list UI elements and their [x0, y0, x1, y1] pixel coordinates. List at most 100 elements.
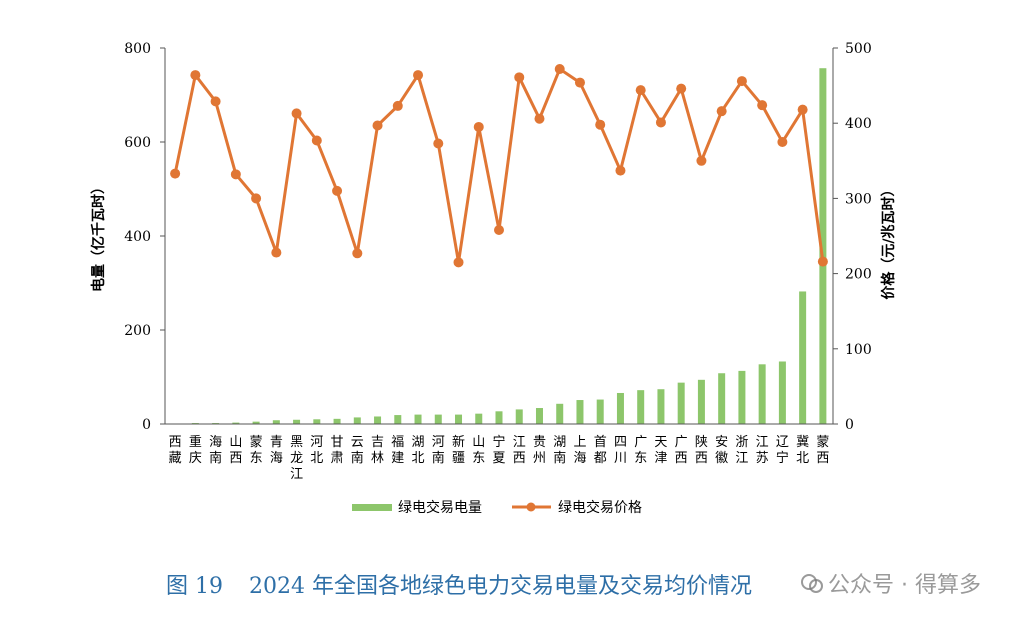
x-tick-label: 江西	[513, 435, 526, 466]
left-axis-label: 电量（亿千瓦时）	[90, 180, 107, 292]
bar	[535, 408, 543, 424]
bar	[394, 415, 402, 424]
left-tick-label: 800	[124, 41, 151, 57]
bar	[333, 418, 341, 424]
bar	[434, 414, 442, 424]
x-tick-label: 辽宁	[776, 435, 789, 466]
x-tick-label: 首都	[594, 435, 607, 466]
bar	[697, 379, 705, 424]
right-tick-label: 300	[845, 191, 872, 207]
price-point	[716, 106, 727, 117]
figure-number: 图 19	[166, 574, 223, 599]
bar	[556, 403, 564, 424]
bar	[718, 373, 726, 424]
x-tick-label: 山西	[229, 435, 242, 466]
price-point	[615, 165, 626, 176]
bar	[374, 416, 382, 424]
x-tick-label: 福建	[391, 435, 404, 466]
price-point	[413, 70, 424, 81]
x-tick-label: 上海	[573, 435, 586, 466]
line-series	[170, 64, 828, 268]
figure-title: 2024 年全国各地绿色电力交易电量及交易均价情况	[249, 574, 752, 599]
x-tick-label: 安徽	[715, 435, 728, 466]
bar	[455, 414, 463, 424]
price-point	[676, 83, 687, 94]
right-tick-label: 500	[845, 41, 872, 57]
right-tick-label: 400	[845, 116, 872, 132]
price-point	[635, 85, 646, 96]
price-point	[797, 104, 808, 115]
x-tick-label: 冀北	[796, 434, 809, 466]
price-point	[777, 137, 788, 147]
bar	[677, 382, 685, 424]
bar	[738, 370, 746, 424]
left-tick-label: 400	[124, 229, 151, 245]
x-tick-label: 河南	[432, 435, 445, 466]
bar	[576, 400, 584, 424]
price-point	[170, 168, 181, 179]
bar	[799, 291, 807, 424]
price-point	[514, 72, 525, 83]
right-tick-label: 0	[845, 417, 854, 433]
watermark-text: 公众号 · 得算多	[828, 573, 981, 598]
x-tick-label: 陕西	[695, 435, 708, 466]
price-point	[332, 185, 343, 196]
x-tick-label: 重庆	[189, 434, 202, 466]
price-point	[817, 256, 828, 267]
left-tick-label: 600	[124, 135, 151, 151]
x-tick-label: 江苏	[756, 435, 769, 466]
legend: 绿电交易电量 绿电交易价格	[352, 499, 642, 516]
bar	[778, 361, 786, 424]
bar	[293, 419, 301, 424]
bar	[616, 392, 624, 424]
bar	[596, 399, 604, 424]
bar	[313, 419, 321, 424]
x-tick-label: 吉林	[371, 435, 384, 466]
axes	[164, 48, 834, 425]
price-point	[473, 121, 484, 132]
price-point	[554, 64, 565, 75]
price-point	[352, 248, 363, 259]
bar	[272, 420, 280, 424]
x-tick-label: 云南	[351, 435, 364, 466]
price-point	[574, 77, 585, 88]
bar	[515, 409, 523, 424]
price-point	[736, 76, 747, 87]
bar-series	[171, 68, 827, 425]
price-point	[251, 193, 262, 204]
right-axis-label: 价格（元/兆瓦时）	[880, 182, 897, 299]
x-tick-label: 海南	[209, 435, 222, 466]
legend-bar-label: 绿电交易电量	[398, 499, 482, 516]
x-tick-label: 蒙东	[250, 435, 263, 466]
right-tick-label: 200	[845, 267, 872, 283]
price-point	[230, 169, 241, 180]
bar	[819, 68, 827, 425]
wechat-icon	[801, 574, 824, 593]
x-tick-label: 宁夏	[492, 434, 505, 466]
price-point	[757, 100, 768, 111]
price-point	[534, 113, 545, 124]
price-point	[453, 257, 464, 268]
price-point	[291, 108, 302, 119]
x-tick-label: 广西	[675, 435, 688, 466]
x-tick-label: 湖南	[553, 435, 566, 466]
x-tick-label: 新疆	[452, 434, 465, 466]
price-point	[372, 120, 383, 131]
price-point	[392, 100, 403, 111]
category-labels: 西藏重庆海南山西蒙东青海黑龙江河北甘肃云南吉林福建湖北河南新疆山东宁夏江西贵州湖…	[169, 434, 830, 482]
x-tick-label: 湖北	[412, 435, 425, 466]
bar	[758, 364, 766, 424]
price-point	[655, 117, 666, 128]
bar	[495, 411, 503, 424]
price-point	[433, 138, 444, 149]
x-tick-label: 黑龙江	[290, 435, 303, 482]
bar	[232, 422, 240, 424]
price-point	[210, 96, 221, 107]
right-axis-ticks: 0 100 200 300 400 500	[833, 41, 872, 433]
watermark: 公众号 · 得算多	[800, 567, 981, 599]
price-point	[696, 155, 707, 166]
left-axis-ticks: 0 200 400 600 800	[124, 41, 165, 433]
x-tick-label: 广东	[634, 435, 647, 466]
legend-line-label: 绿电交易价格	[558, 499, 642, 516]
